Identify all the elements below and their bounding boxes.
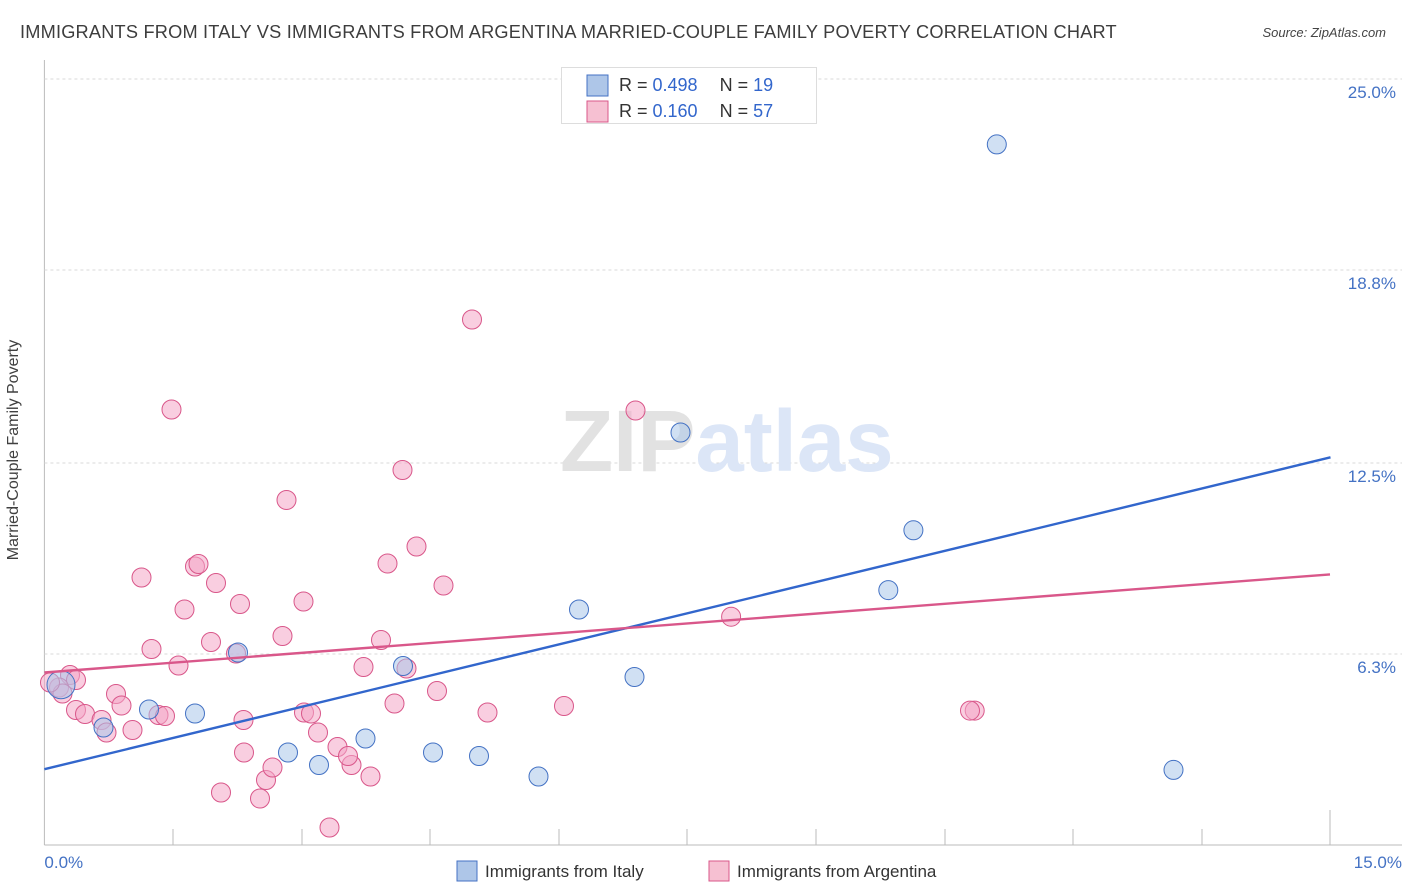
svg-text:Married-Couple Family Poverty: Married-Couple Family Poverty [5, 340, 22, 561]
svg-text:Immigrants from Italy: Immigrants from Italy [485, 862, 644, 881]
svg-text:15.0%: 15.0% [1354, 853, 1402, 872]
svg-text:Immigrants from Argentina: Immigrants from Argentina [737, 862, 937, 881]
svg-text:12.5%: 12.5% [1348, 467, 1396, 486]
svg-text:6.3%: 6.3% [1357, 658, 1396, 677]
svg-text:ZIPatlas: ZIPatlas [560, 393, 894, 490]
svg-text:18.8%: 18.8% [1348, 274, 1396, 293]
svg-text:0.0%: 0.0% [44, 853, 83, 872]
svg-text:25.0%: 25.0% [1348, 83, 1396, 102]
